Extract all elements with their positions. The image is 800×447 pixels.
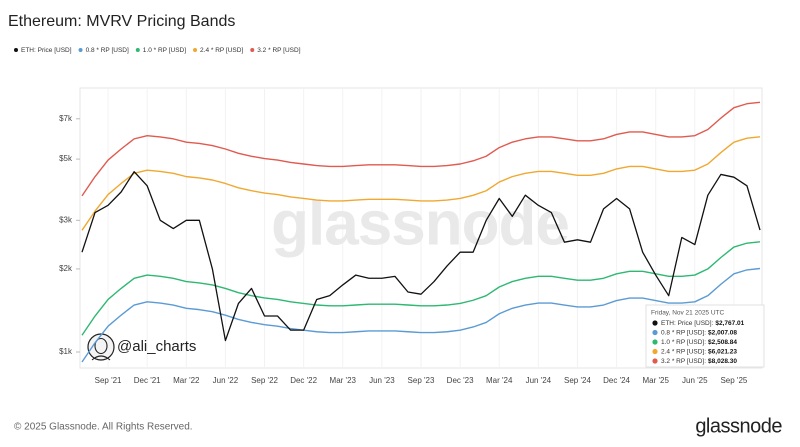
y-tick-label: $5k <box>59 154 73 163</box>
tooltip-swatch <box>652 358 658 364</box>
tooltip-box <box>645 304 765 368</box>
tooltip: Friday, Nov 21 2025 UTC ETH: Price [USD]… <box>645 304 765 368</box>
legend-label: 3.2 * RP [USD] <box>257 47 300 54</box>
x-tick-label: Sep '21 <box>95 376 122 385</box>
legend-swatch <box>14 48 18 52</box>
legend-swatch <box>78 48 83 52</box>
tooltip-title: Friday, Nov 21 2025 UTC <box>651 310 725 317</box>
x-tick-label: Mar '24 <box>486 376 513 385</box>
x-tick-label: Jun '23 <box>369 376 395 385</box>
x-tick-label: Sep '25 <box>720 376 747 385</box>
tooltip-swatch <box>652 348 658 355</box>
x-tick-label: Dec '22 <box>290 376 317 385</box>
x-tick-label: Jun '25 <box>682 376 708 385</box>
tooltip-value: $6,021.23 <box>708 349 737 356</box>
tooltip-label: 3.2 * RP [USD]: <box>661 358 706 365</box>
tooltip-label: 2.4 * RP [USD]: <box>661 349 706 356</box>
y-tick-label: $3k <box>59 215 73 224</box>
series-line <box>81 101 761 197</box>
tooltip-value: $8,028.30 <box>708 358 737 365</box>
avatar <box>87 333 115 361</box>
x-tick-label: Jun '22 <box>213 376 239 385</box>
legend-swatch <box>193 48 198 52</box>
footer: © 2025 Glassnode. All Rights Reserved. <box>14 422 193 433</box>
tooltip-label: ETH: Price [USD]: <box>661 320 714 327</box>
tooltip-value: $2,767.01 <box>715 320 744 327</box>
x-tick-label: Sep '22 <box>251 376 278 385</box>
series-line <box>81 267 761 363</box>
y-tick-label: $1k <box>59 347 73 356</box>
tooltip-swatch <box>652 339 658 345</box>
tooltip-label: 0.8 * RP [USD]: <box>661 330 706 337</box>
tooltip-label: 1.0 * RP [USD]: <box>661 339 706 346</box>
x-tick-label: Dec '24 <box>603 376 630 385</box>
y-tick-label: $7k <box>59 114 73 123</box>
series-line <box>81 136 761 231</box>
tooltip-value: $2,007.08 <box>708 330 737 337</box>
legend-label: 1.0 * RP [USD] <box>143 47 186 54</box>
legend-label: 2.4 * RP [USD] <box>200 47 243 54</box>
x-tick-label: Mar '23 <box>330 376 357 385</box>
handle: @ali_charts <box>117 338 196 355</box>
x-tick-label: Mar '22 <box>173 376 200 385</box>
x-tick-label: Dec '21 <box>134 376 161 385</box>
legend-swatch <box>135 48 140 52</box>
series-line <box>81 241 761 336</box>
x-tick-label: Sep '24 <box>564 376 591 385</box>
x-tick-label: Dec '23 <box>447 376 474 385</box>
tooltip-swatch <box>652 329 658 336</box>
legend-swatch <box>250 48 255 52</box>
x-tick-label: Mar '25 <box>642 376 669 385</box>
brand: glassnode <box>695 415 782 437</box>
legend-label: ETH: Price [USD] <box>21 47 72 54</box>
tooltip-swatch <box>652 320 658 326</box>
x-tick-label: Jun '24 <box>526 376 552 385</box>
x-tick-label: Sep '23 <box>408 376 435 385</box>
legend-label: 0.8 * RP [USD] <box>86 47 129 54</box>
y-tick-label: $2k <box>59 264 73 273</box>
chart-title: Ethereum: MVRV Pricing Bands <box>8 13 235 30</box>
tooltip-value: $2,508.84 <box>708 339 737 346</box>
series-line <box>81 171 761 342</box>
